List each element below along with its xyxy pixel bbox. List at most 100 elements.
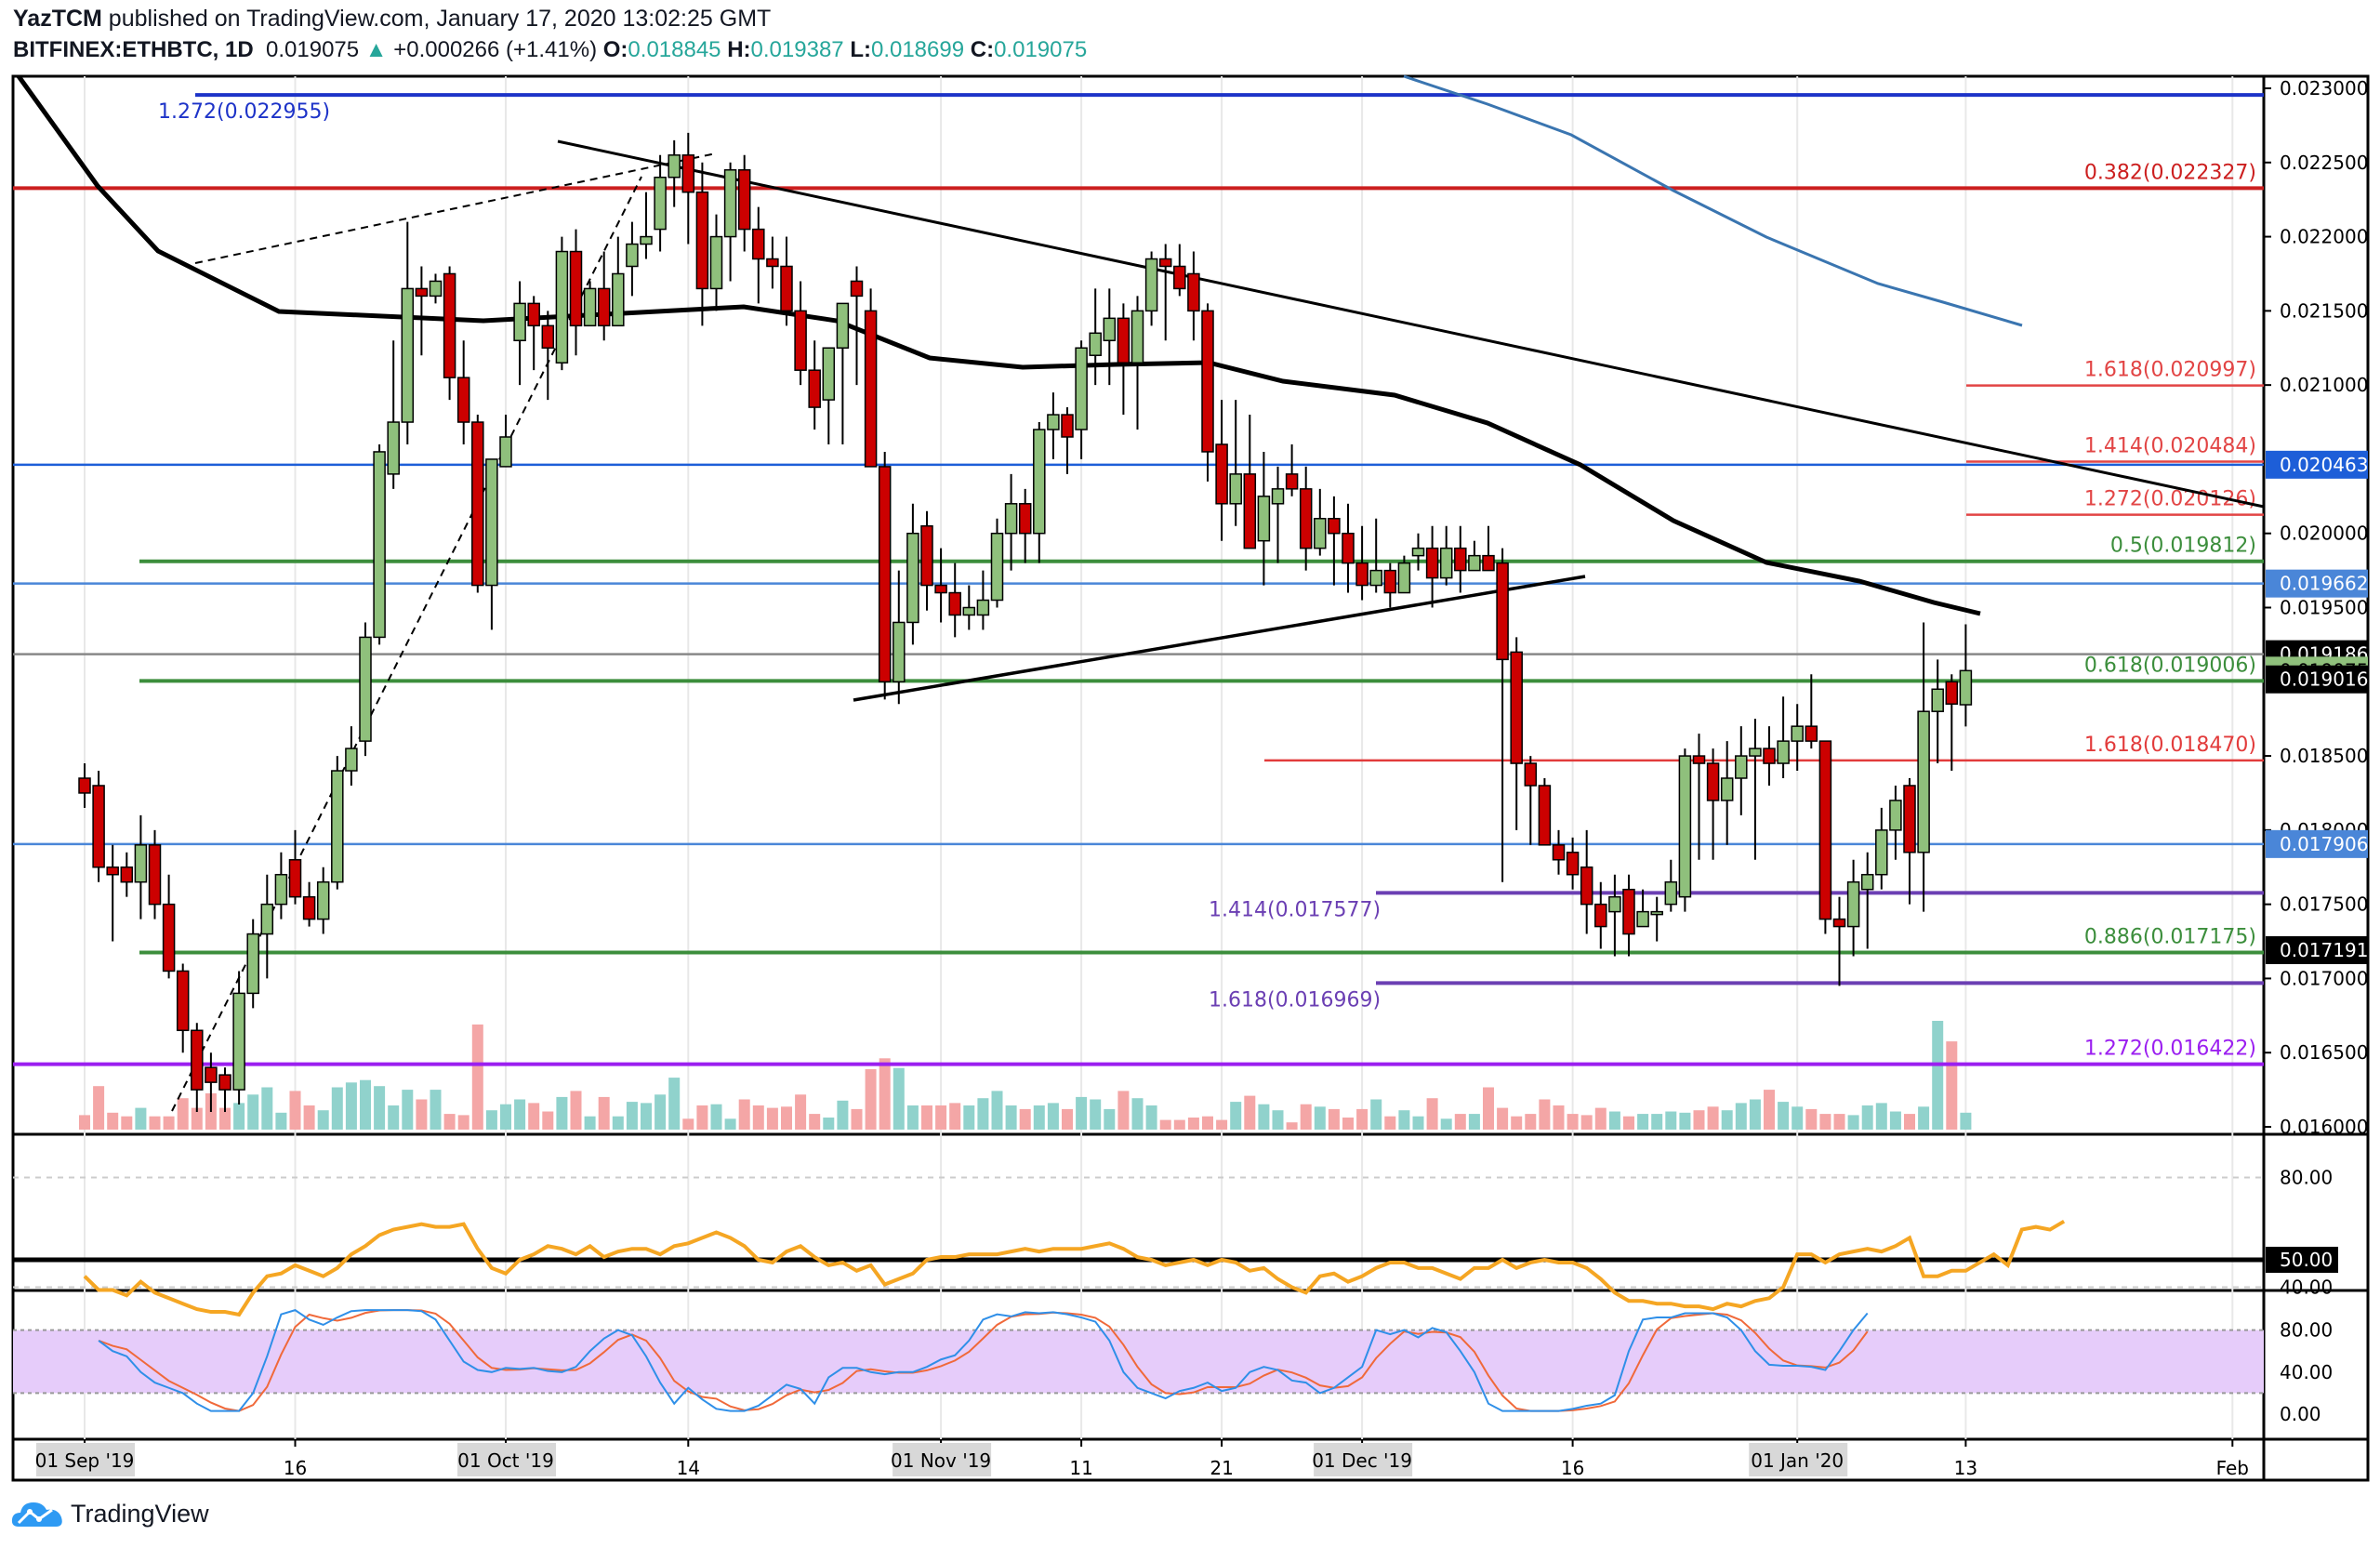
candle-body[interactable] bbox=[1678, 755, 1692, 898]
candle-body[interactable] bbox=[1846, 880, 1860, 928]
candle-body[interactable] bbox=[106, 866, 119, 876]
candle-body[interactable] bbox=[583, 287, 597, 327]
candle-body[interactable] bbox=[134, 844, 148, 883]
candle-body[interactable] bbox=[808, 369, 821, 408]
candle-body[interactable] bbox=[471, 421, 484, 587]
candle-body[interactable] bbox=[597, 287, 611, 327]
candle-body[interactable] bbox=[191, 1029, 204, 1091]
candle-body[interactable] bbox=[499, 436, 512, 468]
candle-body[interactable] bbox=[1439, 547, 1453, 579]
trendline[interactable] bbox=[853, 575, 1586, 702]
candle-body[interactable] bbox=[1818, 740, 1832, 920]
candle-body[interactable] bbox=[415, 287, 429, 298]
candle-body[interactable] bbox=[1369, 569, 1382, 587]
candle-body[interactable] bbox=[626, 243, 639, 268]
candle-body[interactable] bbox=[1355, 562, 1368, 587]
candle-body[interactable] bbox=[274, 873, 288, 906]
candle-body[interactable] bbox=[1454, 547, 1467, 572]
tradingview-logo[interactable]: TradingView bbox=[11, 1499, 209, 1528]
candle-body[interactable] bbox=[288, 859, 302, 898]
candle-body[interactable] bbox=[218, 1074, 231, 1091]
candle-body[interactable] bbox=[1468, 554, 1481, 572]
candle-body[interactable] bbox=[429, 280, 443, 298]
candle-body[interactable] bbox=[1103, 317, 1117, 342]
candle-body[interactable] bbox=[1229, 473, 1242, 505]
candle-body[interactable] bbox=[513, 302, 526, 342]
candle-body[interactable] bbox=[864, 310, 878, 468]
candle-body[interactable] bbox=[668, 154, 681, 179]
candle-body[interactable] bbox=[1664, 880, 1678, 906]
candle-body[interactable] bbox=[1860, 873, 1874, 891]
candle-body[interactable] bbox=[176, 970, 190, 1032]
candle-body[interactable] bbox=[1805, 725, 1818, 742]
candle-body[interactable] bbox=[387, 421, 400, 475]
candle-body[interactable] bbox=[1130, 310, 1144, 364]
candle-body[interactable] bbox=[1580, 866, 1593, 906]
candle-body[interactable] bbox=[1959, 669, 1973, 706]
candle-body[interactable] bbox=[1763, 748, 1776, 764]
candle-body[interactable] bbox=[1524, 762, 1538, 787]
candle-body[interactable] bbox=[1777, 740, 1790, 764]
candle-body[interactable] bbox=[1622, 888, 1635, 935]
candle-body[interactable] bbox=[1875, 829, 1888, 876]
candle-body[interactable] bbox=[1089, 332, 1102, 356]
candle-body[interactable] bbox=[1538, 785, 1552, 846]
candle-body[interactable] bbox=[1173, 265, 1186, 290]
candle-body[interactable] bbox=[1397, 562, 1411, 594]
candle-body[interactable] bbox=[948, 591, 961, 616]
candle-body[interactable] bbox=[1510, 651, 1523, 764]
candle-body[interactable] bbox=[302, 895, 316, 920]
candle-body[interactable] bbox=[1735, 755, 1748, 779]
candle-body[interactable] bbox=[1018, 503, 1032, 535]
candle-body[interactable] bbox=[1299, 488, 1313, 549]
candle-body[interactable] bbox=[1496, 562, 1509, 661]
candle-body[interactable] bbox=[976, 599, 990, 616]
candle-body[interactable] bbox=[640, 235, 653, 245]
candle-body[interactable] bbox=[345, 748, 358, 772]
trendline[interactable] bbox=[557, 139, 2265, 509]
candle-body[interactable] bbox=[260, 903, 274, 935]
candle-body[interactable] bbox=[1889, 800, 1902, 831]
candle-body[interactable] bbox=[850, 280, 864, 298]
candle-body[interactable] bbox=[1271, 488, 1285, 505]
trendline[interactable] bbox=[194, 152, 717, 264]
candle-body[interactable] bbox=[1650, 910, 1663, 916]
candle-body[interactable] bbox=[359, 636, 372, 742]
candle-body[interactable] bbox=[1144, 258, 1158, 312]
candle-body[interactable] bbox=[1482, 554, 1495, 572]
candle-body[interactable] bbox=[1425, 547, 1439, 579]
candle-body[interactable] bbox=[1158, 258, 1172, 268]
candle-body[interactable] bbox=[1903, 785, 1916, 853]
candle-body[interactable] bbox=[1706, 762, 1720, 801]
candle-body[interactable] bbox=[555, 250, 569, 364]
candle-body[interactable] bbox=[1187, 272, 1200, 312]
candle-body[interactable] bbox=[794, 310, 807, 371]
candle-body[interactable] bbox=[962, 606, 976, 616]
candle-body[interactable] bbox=[401, 287, 415, 423]
candle-body[interactable] bbox=[541, 324, 555, 349]
candle-body[interactable] bbox=[695, 191, 709, 290]
candle-body[interactable] bbox=[1033, 429, 1046, 535]
candle-body[interactable] bbox=[934, 584, 947, 594]
candle-body[interactable] bbox=[1047, 414, 1060, 430]
candle-body[interactable] bbox=[78, 777, 91, 794]
candle-body[interactable] bbox=[1342, 532, 1355, 564]
candle-body[interactable] bbox=[1931, 688, 1944, 712]
candle-body[interactable] bbox=[654, 176, 667, 231]
candle-body[interactable] bbox=[1328, 518, 1341, 535]
candle-body[interactable] bbox=[316, 880, 330, 920]
candle-body[interactable] bbox=[1791, 725, 1804, 742]
candle-body[interactable] bbox=[1608, 895, 1621, 913]
candle-body[interactable] bbox=[1636, 910, 1649, 928]
candle-body[interactable] bbox=[1383, 569, 1397, 594]
candle-body[interactable] bbox=[569, 250, 583, 327]
candle-body[interactable] bbox=[1243, 473, 1257, 549]
candle-body[interactable] bbox=[1117, 317, 1130, 364]
candle-body[interactable] bbox=[1075, 347, 1088, 430]
candle-body[interactable] bbox=[780, 265, 793, 312]
candle-body[interactable] bbox=[737, 169, 751, 231]
candle-body[interactable] bbox=[1692, 755, 1706, 764]
candle-body[interactable] bbox=[1552, 844, 1566, 861]
candle-body[interactable] bbox=[822, 347, 836, 401]
candle-body[interactable] bbox=[1201, 310, 1214, 453]
